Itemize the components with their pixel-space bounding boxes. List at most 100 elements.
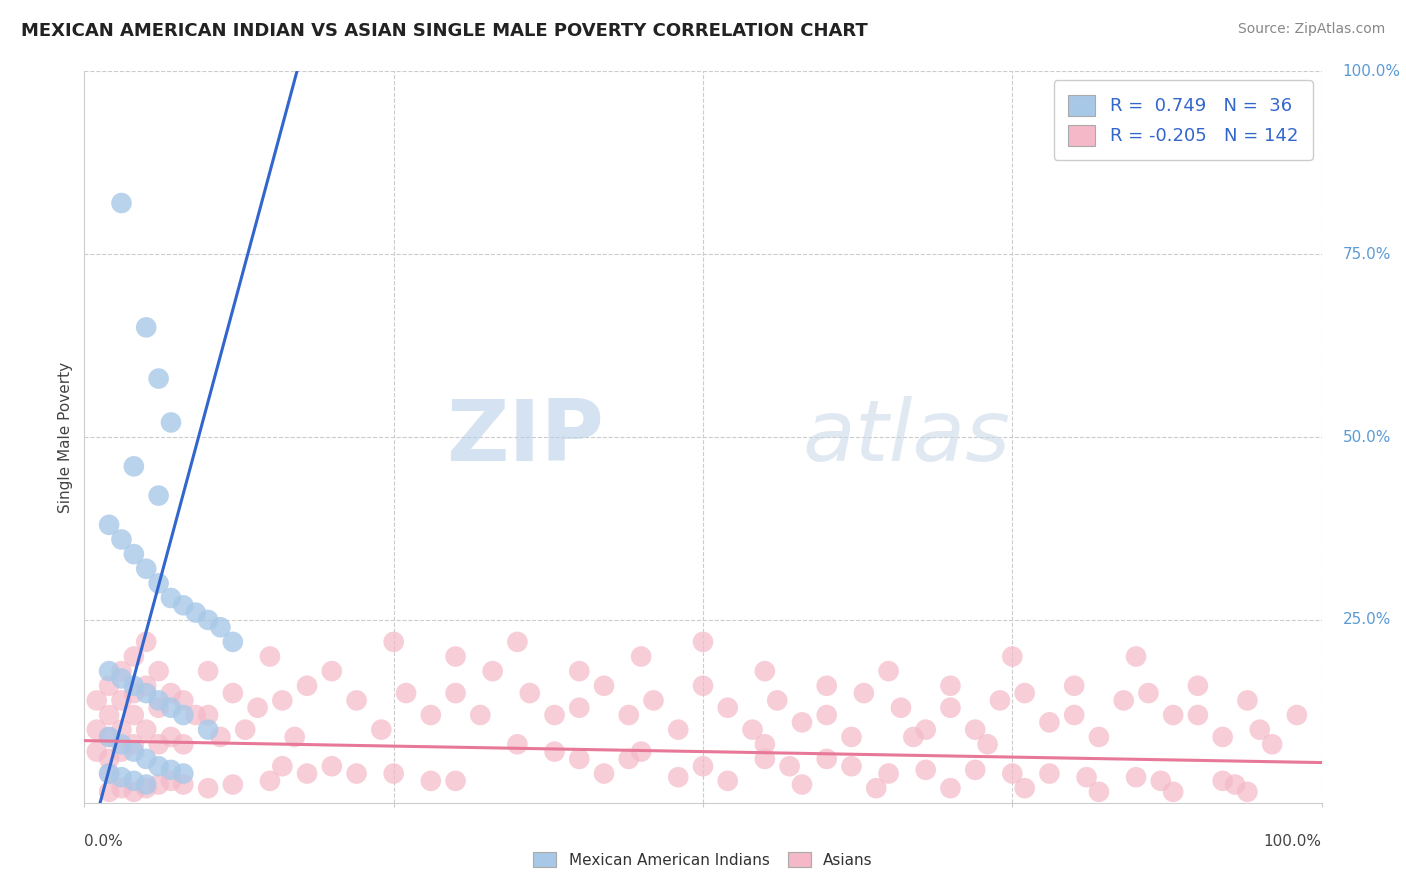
Text: 75.0%: 75.0% <box>1343 247 1391 261</box>
Point <box>617 708 640 723</box>
Point <box>754 664 776 678</box>
Point <box>110 723 132 737</box>
Point <box>1236 785 1258 799</box>
Point <box>197 723 219 737</box>
Point <box>135 777 157 792</box>
Point <box>135 320 157 334</box>
Point <box>666 770 689 784</box>
Point <box>148 489 170 503</box>
Point <box>382 766 405 780</box>
Point <box>506 635 529 649</box>
Point <box>1014 781 1036 796</box>
Point <box>148 759 170 773</box>
Point <box>209 730 232 744</box>
Point <box>110 781 132 796</box>
Point <box>122 708 145 723</box>
Point <box>815 679 838 693</box>
Point <box>506 737 529 751</box>
Point <box>98 517 121 532</box>
Point <box>98 785 121 799</box>
Point <box>122 745 145 759</box>
Point <box>122 459 145 474</box>
Point <box>815 708 838 723</box>
Point <box>939 781 962 796</box>
Point <box>903 730 925 744</box>
Point <box>110 770 132 784</box>
Point <box>815 752 838 766</box>
Point <box>692 759 714 773</box>
Point <box>841 730 863 744</box>
Point <box>692 679 714 693</box>
Point <box>779 759 801 773</box>
Point <box>135 686 157 700</box>
Point <box>988 693 1011 707</box>
Point <box>148 693 170 707</box>
Point <box>1038 766 1060 780</box>
Point <box>766 693 789 707</box>
Point <box>1001 649 1024 664</box>
Point <box>1125 770 1147 784</box>
Point <box>692 635 714 649</box>
Point <box>184 606 207 620</box>
Point <box>1076 770 1098 784</box>
Y-axis label: Single Male Poverty: Single Male Poverty <box>58 361 73 513</box>
Point <box>568 752 591 766</box>
Point <box>914 763 936 777</box>
Point <box>110 196 132 211</box>
Point <box>148 576 170 591</box>
Point <box>122 649 145 664</box>
Point <box>1187 679 1209 693</box>
Point <box>790 715 813 730</box>
Point <box>1125 649 1147 664</box>
Text: 25.0%: 25.0% <box>1343 613 1391 627</box>
Point <box>346 693 368 707</box>
Point <box>1088 785 1111 799</box>
Text: 100.0%: 100.0% <box>1343 64 1400 78</box>
Point <box>135 562 157 576</box>
Point <box>1223 777 1246 792</box>
Point <box>98 708 121 723</box>
Point <box>444 686 467 700</box>
Point <box>160 416 183 430</box>
Point <box>1038 715 1060 730</box>
Point <box>519 686 541 700</box>
Point <box>98 730 121 744</box>
Point <box>135 679 157 693</box>
Point <box>160 700 183 714</box>
Point <box>172 693 194 707</box>
Point <box>1112 693 1135 707</box>
Point <box>148 737 170 751</box>
Point <box>939 679 962 693</box>
Point <box>110 745 132 759</box>
Point <box>419 708 441 723</box>
Point <box>86 693 108 707</box>
Point <box>295 766 318 780</box>
Point <box>666 723 689 737</box>
Point <box>148 700 170 714</box>
Point <box>122 773 145 788</box>
Point <box>233 723 256 737</box>
Point <box>543 745 565 759</box>
Point <box>593 766 616 780</box>
Text: atlas: atlas <box>801 395 1010 479</box>
Point <box>630 649 652 664</box>
Point <box>1161 708 1184 723</box>
Point <box>110 533 132 547</box>
Point <box>890 700 912 714</box>
Point <box>160 591 183 605</box>
Point <box>877 766 900 780</box>
Point <box>295 679 318 693</box>
Point <box>754 737 776 751</box>
Text: 0.0%: 0.0% <box>84 834 124 849</box>
Point <box>914 723 936 737</box>
Point <box>148 777 170 792</box>
Point <box>98 752 121 766</box>
Point <box>271 759 294 773</box>
Point <box>98 766 121 780</box>
Text: MEXICAN AMERICAN INDIAN VS ASIAN SINGLE MALE POVERTY CORRELATION CHART: MEXICAN AMERICAN INDIAN VS ASIAN SINGLE … <box>21 22 868 40</box>
Point <box>172 708 194 723</box>
Point <box>160 730 183 744</box>
Point <box>1187 708 1209 723</box>
Point <box>1063 708 1085 723</box>
Point <box>593 679 616 693</box>
